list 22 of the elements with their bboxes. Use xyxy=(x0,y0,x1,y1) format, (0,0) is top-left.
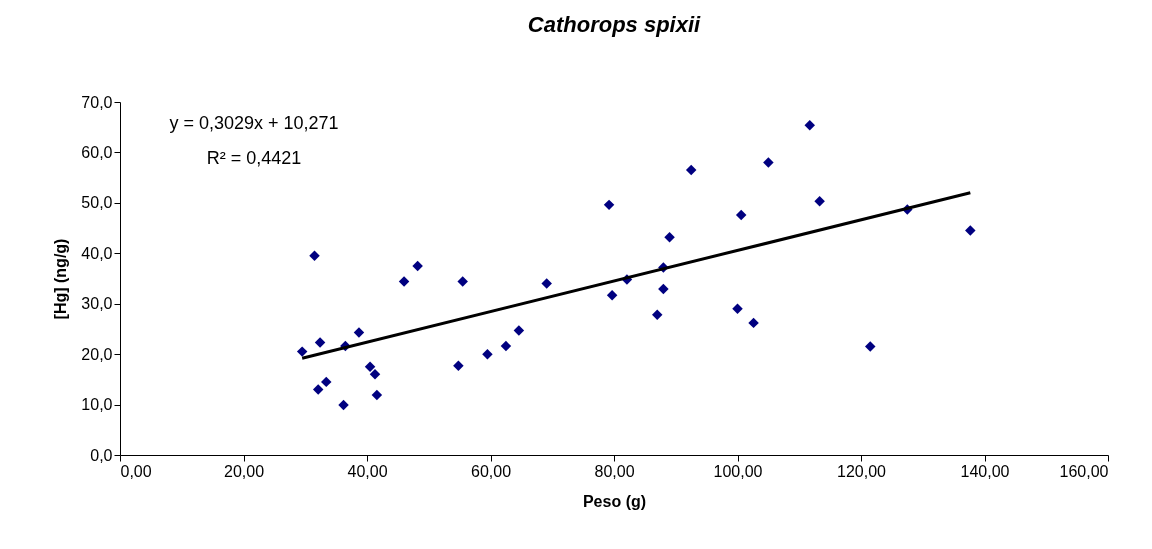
y-tick-label: 20,0 xyxy=(81,345,113,363)
x-tick-label: 80,00 xyxy=(594,462,635,480)
x-tick-label: 140,00 xyxy=(960,462,1010,480)
annotation: y = 0,3029x + 10,271 xyxy=(169,113,339,133)
y-axis-title: [Hg] (ng/g) xyxy=(52,238,70,320)
x-tick-label: 20,00 xyxy=(223,462,265,480)
y-tick-label: 30,0 xyxy=(81,295,113,313)
x-tick-label: 60,00 xyxy=(470,462,512,480)
chart-title: Cathorops spixii xyxy=(527,12,702,37)
x-tick-label: 120,00 xyxy=(837,462,887,480)
y-tick-label: 0,0 xyxy=(90,446,113,464)
x-tick-label: 0,00 xyxy=(120,462,152,480)
y-tick-label: 10,0 xyxy=(81,396,113,414)
annotation: R² = 0,4421 xyxy=(206,148,302,168)
y-tick-label: 50,0 xyxy=(81,194,113,212)
y-tick-label: 70,0 xyxy=(81,93,113,111)
x-tick-label: 100,00 xyxy=(713,462,763,480)
x-tick-label: 40,00 xyxy=(347,462,388,480)
y-tick-label: 40,0 xyxy=(81,244,113,262)
x-tick-label: 160,00 xyxy=(1059,462,1109,480)
x-axis-title: Peso (g) xyxy=(582,492,647,510)
y-tick-label: 60,0 xyxy=(81,143,113,161)
